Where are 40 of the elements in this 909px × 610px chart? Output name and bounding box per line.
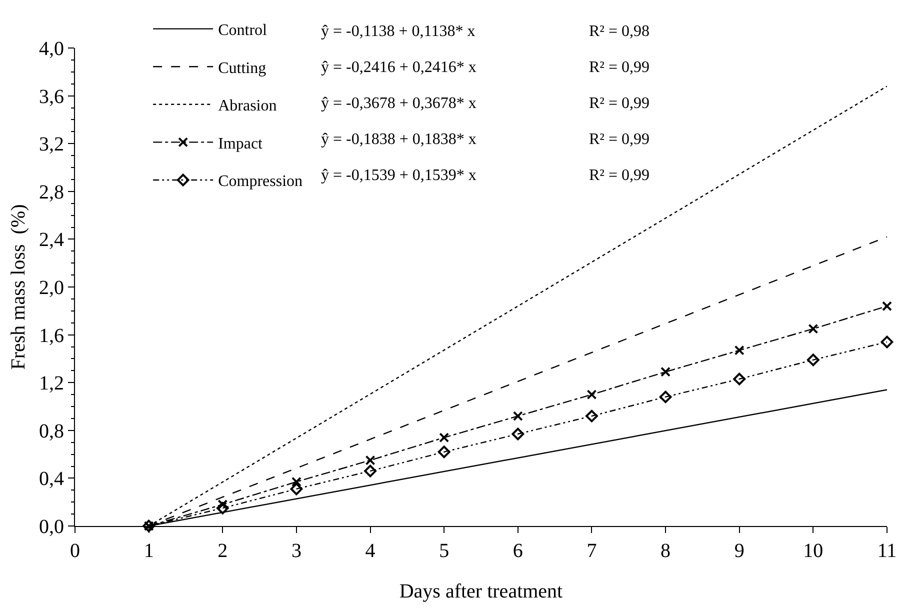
y-tick-label: 0,4 bbox=[39, 468, 64, 490]
legend-label: Abrasion bbox=[218, 98, 277, 115]
y-axis-title: Fresh mass loss (%) bbox=[8, 204, 30, 370]
annotation: R² = 0,99 bbox=[589, 59, 650, 76]
y-tick-label: 2,8 bbox=[39, 181, 64, 204]
y-tick-label: 3,6 bbox=[39, 86, 64, 108]
legend-label: Cutting bbox=[218, 60, 266, 77]
x-tick-label: 3 bbox=[291, 540, 302, 562]
text: ŷ = -0,1138 + 0,1138* x bbox=[321, 23, 476, 40]
y-tick-label: 3,2 bbox=[39, 134, 64, 156]
legend-label: Compression bbox=[218, 173, 303, 190]
x-tick-label: 0 bbox=[70, 540, 80, 562]
y-tick-label: 2,4 bbox=[39, 229, 64, 252]
y-tick-label: 0,0 bbox=[39, 516, 64, 538]
annotation: ŷ = -0,1838 + 0,1838* x bbox=[321, 131, 476, 148]
annotation: ŷ = -0,3678 + 0,3678* x bbox=[321, 95, 476, 112]
x-tick-label: 6 bbox=[512, 540, 523, 562]
annotation: ŷ = -0,1539 + 0,1539* x bbox=[321, 167, 476, 184]
y-tick-label: 2,0 bbox=[39, 277, 64, 299]
legend-label: Impact bbox=[218, 135, 264, 152]
y-tick-label: 1,2 bbox=[39, 372, 64, 395]
annotation: R² = 0,99 bbox=[589, 131, 650, 148]
x-tick-label: 4 bbox=[365, 540, 376, 562]
x-tick-label: 1 bbox=[144, 540, 154, 562]
y-tick-label: 1,6 bbox=[39, 324, 64, 347]
annotation: R² = 0,99 bbox=[589, 95, 650, 112]
text: R² = 0,98 bbox=[589, 23, 650, 40]
y-tick-label: 4,0 bbox=[39, 38, 64, 60]
y-tick-label: 0,8 bbox=[39, 420, 64, 442]
x-axis-title: Days after treatment bbox=[399, 580, 564, 602]
x-tick-label: 10 bbox=[803, 540, 824, 562]
x-tick-label: 9 bbox=[734, 540, 744, 562]
legend-label: Control bbox=[218, 22, 268, 40]
x-tick-label: 5 bbox=[439, 540, 450, 562]
annotation: ŷ = -0,2416 + 0,2416* x bbox=[321, 59, 476, 76]
x-tick-label: 2 bbox=[218, 540, 228, 562]
x-tick-label: 11 bbox=[877, 540, 897, 562]
annotation: R² = 0,99 bbox=[589, 167, 650, 184]
x-tick-label: 7 bbox=[586, 540, 597, 562]
x-tick-label: 8 bbox=[660, 540, 671, 562]
